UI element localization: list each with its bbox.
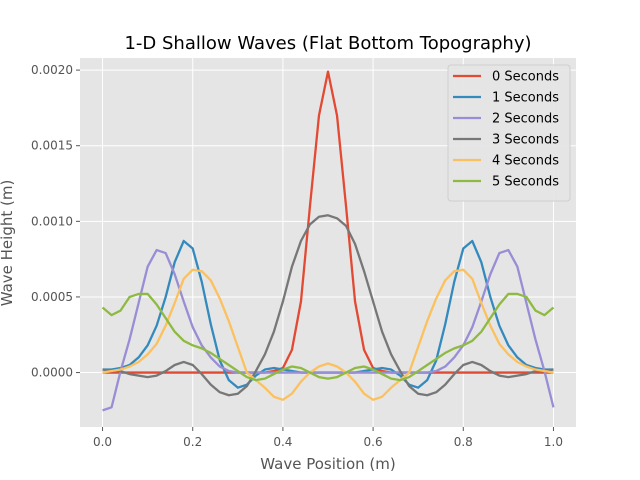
series-line-4 — [102, 268, 554, 401]
x-tick-label: 1.0 — [544, 435, 563, 449]
y-tick-label: 0.0000 — [31, 366, 73, 380]
x-tick-label: 0.6 — [364, 435, 383, 449]
y-tick-label: 0.0015 — [31, 139, 73, 153]
x-tick-label: 0.8 — [454, 435, 473, 449]
legend-label: 1 Seconds — [492, 91, 559, 106]
x-tick-label: 0.4 — [273, 435, 292, 449]
x-axis: 0.0 0.2 0.4 0.6 0.8 1.0 — [93, 427, 563, 449]
legend-label: 0 Seconds — [492, 70, 559, 85]
y-tick-label: 0.0005 — [31, 290, 73, 304]
series-layer — [101, 70, 555, 412]
legend-label: 5 Seconds — [492, 175, 559, 190]
y-tick-label: 0.0020 — [31, 63, 73, 77]
legend-label: 4 Seconds — [492, 154, 559, 169]
y-axis: 0.0000 0.0005 0.0010 0.0015 0.0020 — [31, 63, 80, 380]
x-tick-label: 0.0 — [93, 435, 112, 449]
chart-title: 1-D Shallow Waves (Flat Bottom Topograph… — [124, 33, 531, 54]
y-axis-label: Wave Height (m) — [0, 180, 16, 307]
legend: 0 Seconds 1 Seconds 2 Seconds 3 Seconds 4 Se… — [447, 64, 571, 202]
series-line-5 — [101, 292, 555, 382]
legend-label: 3 Seconds — [492, 133, 559, 148]
y-tick-label: 0.0010 — [31, 214, 73, 228]
legend-box — [447, 64, 571, 202]
series-line-0 — [102, 70, 554, 374]
x-axis-label: Wave Position (m) — [260, 455, 395, 473]
legend-label: 2 Seconds — [492, 112, 559, 127]
series-line-2 — [102, 248, 555, 412]
series-line-3 — [102, 214, 554, 397]
x-tick-label: 0.2 — [183, 435, 202, 449]
